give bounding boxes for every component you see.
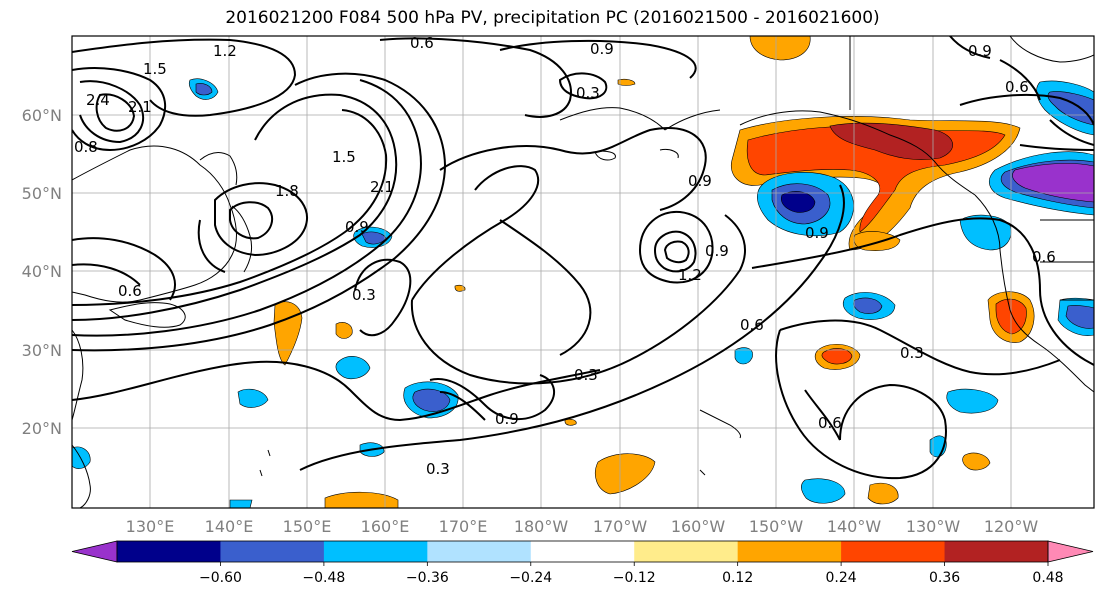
longitude-labels: 130°E 140°E 150°E 160°E 170°E 180°W 170°… [126,517,1039,536]
colorbar-segment [737,541,842,562]
contour-label: 1.5 [143,60,167,78]
lon-label: 150°E [283,517,332,536]
contour-label: 2.1 [370,178,394,196]
colorbar-tick-label: 0.36 [929,570,960,586]
contour-label: 0.8 [74,138,98,156]
contour-label: 0.3 [574,366,598,384]
contour-label: 0.6 [1032,248,1056,266]
lon-label: 150°W [749,517,804,536]
contour-label: 0.9 [805,224,829,242]
colorbar-segment [220,541,325,562]
colorbar-tick-label: −0.24 [509,570,552,586]
colorbar-extend-low [71,540,118,563]
contour-label: 0.6 [410,34,434,52]
lon-label: 160°W [671,517,726,536]
map-frame [71,35,1095,509]
contour-label: 0.3 [900,344,924,362]
colorbar-frame [116,540,1049,563]
coastlines [72,36,1094,508]
contour-label: 0.9 [345,218,369,236]
colorbar-tick-label: −0.36 [406,570,449,586]
lat-label: 30°N [22,341,62,360]
contour-label: 0.6 [740,316,764,334]
lon-label: 120°W [984,517,1039,536]
lon-label: 180°W [514,517,569,536]
colorbar-segment [634,541,739,562]
lat-label: 60°N [22,106,62,125]
colorbar-segment [530,541,635,562]
latitude-labels: 60°N 50°N 40°N 30°N 20°N [22,106,62,438]
precip-shading [72,36,1094,508]
lon-label: 170°W [593,517,648,536]
colorbar-tick-label: 0.24 [826,570,857,586]
colorbar-tick-label: 0.12 [722,570,753,586]
contour-label: 2.4 [86,91,110,109]
colorbar-extend-high [1047,540,1094,563]
contour-label: 1.2 [678,266,702,284]
contour-label: 1.8 [275,182,299,200]
contour-labels: 1.2 0.6 0.9 0.9 0.6 1.5 2.4 2.1 0.3 0.8 … [74,34,1056,478]
contour-label: 0.3 [426,460,450,478]
contour-label: 1.5 [332,148,356,166]
contour-label: 0.9 [495,410,519,428]
colorbar-tick-label: −0.60 [199,570,242,586]
contour-label: 0.3 [352,286,376,304]
contour-label: 2.1 [128,98,152,116]
lon-label: 140°W [827,517,882,536]
pv-contours [72,36,1094,480]
lon-label: 130°E [126,517,175,536]
contour-label: 1.2 [213,42,237,60]
map-title: 2016021200 F084 500 hPa PV, precipitatio… [225,8,880,28]
lat-label: 20°N [22,419,62,438]
colorbar-segment [117,541,221,562]
contour-label: 0.9 [968,42,992,60]
colorbar-tick-label: −0.12 [613,570,656,586]
lon-label: 170°E [439,517,488,536]
colorbar-segment [944,541,1049,562]
lat-label: 40°N [22,262,62,281]
colorbar-tick-label: −0.48 [302,570,345,586]
lon-label: 140°E [205,517,254,536]
lat-label: 50°N [22,184,62,203]
contour-label: 0.6 [118,282,142,300]
lon-label: 130°W [906,517,961,536]
colorbar-segment [427,541,532,562]
colorbar: −0.60 −0.48 −0.36 −0.24 −0.12 0.12 0.24 0.36 0.4… [71,540,1094,586]
contour-label: 0.9 [590,40,614,58]
contour-label: 0.9 [705,242,729,260]
contour-label: 0.6 [818,414,842,432]
colorbar-tick-label: 0.48 [1032,570,1063,586]
map-panel: 1.2 0.6 0.9 0.9 0.6 1.5 2.4 2.1 0.3 0.8 … [72,34,1094,508]
graticule [72,36,1094,508]
colorbar-segment [323,541,428,562]
contour-label: 0.6 [1005,78,1029,96]
contour-label: 0.3 [576,84,600,102]
contour-label: 0.9 [688,172,712,190]
colorbar-segment [841,541,946,562]
lon-label: 160°E [361,517,410,536]
